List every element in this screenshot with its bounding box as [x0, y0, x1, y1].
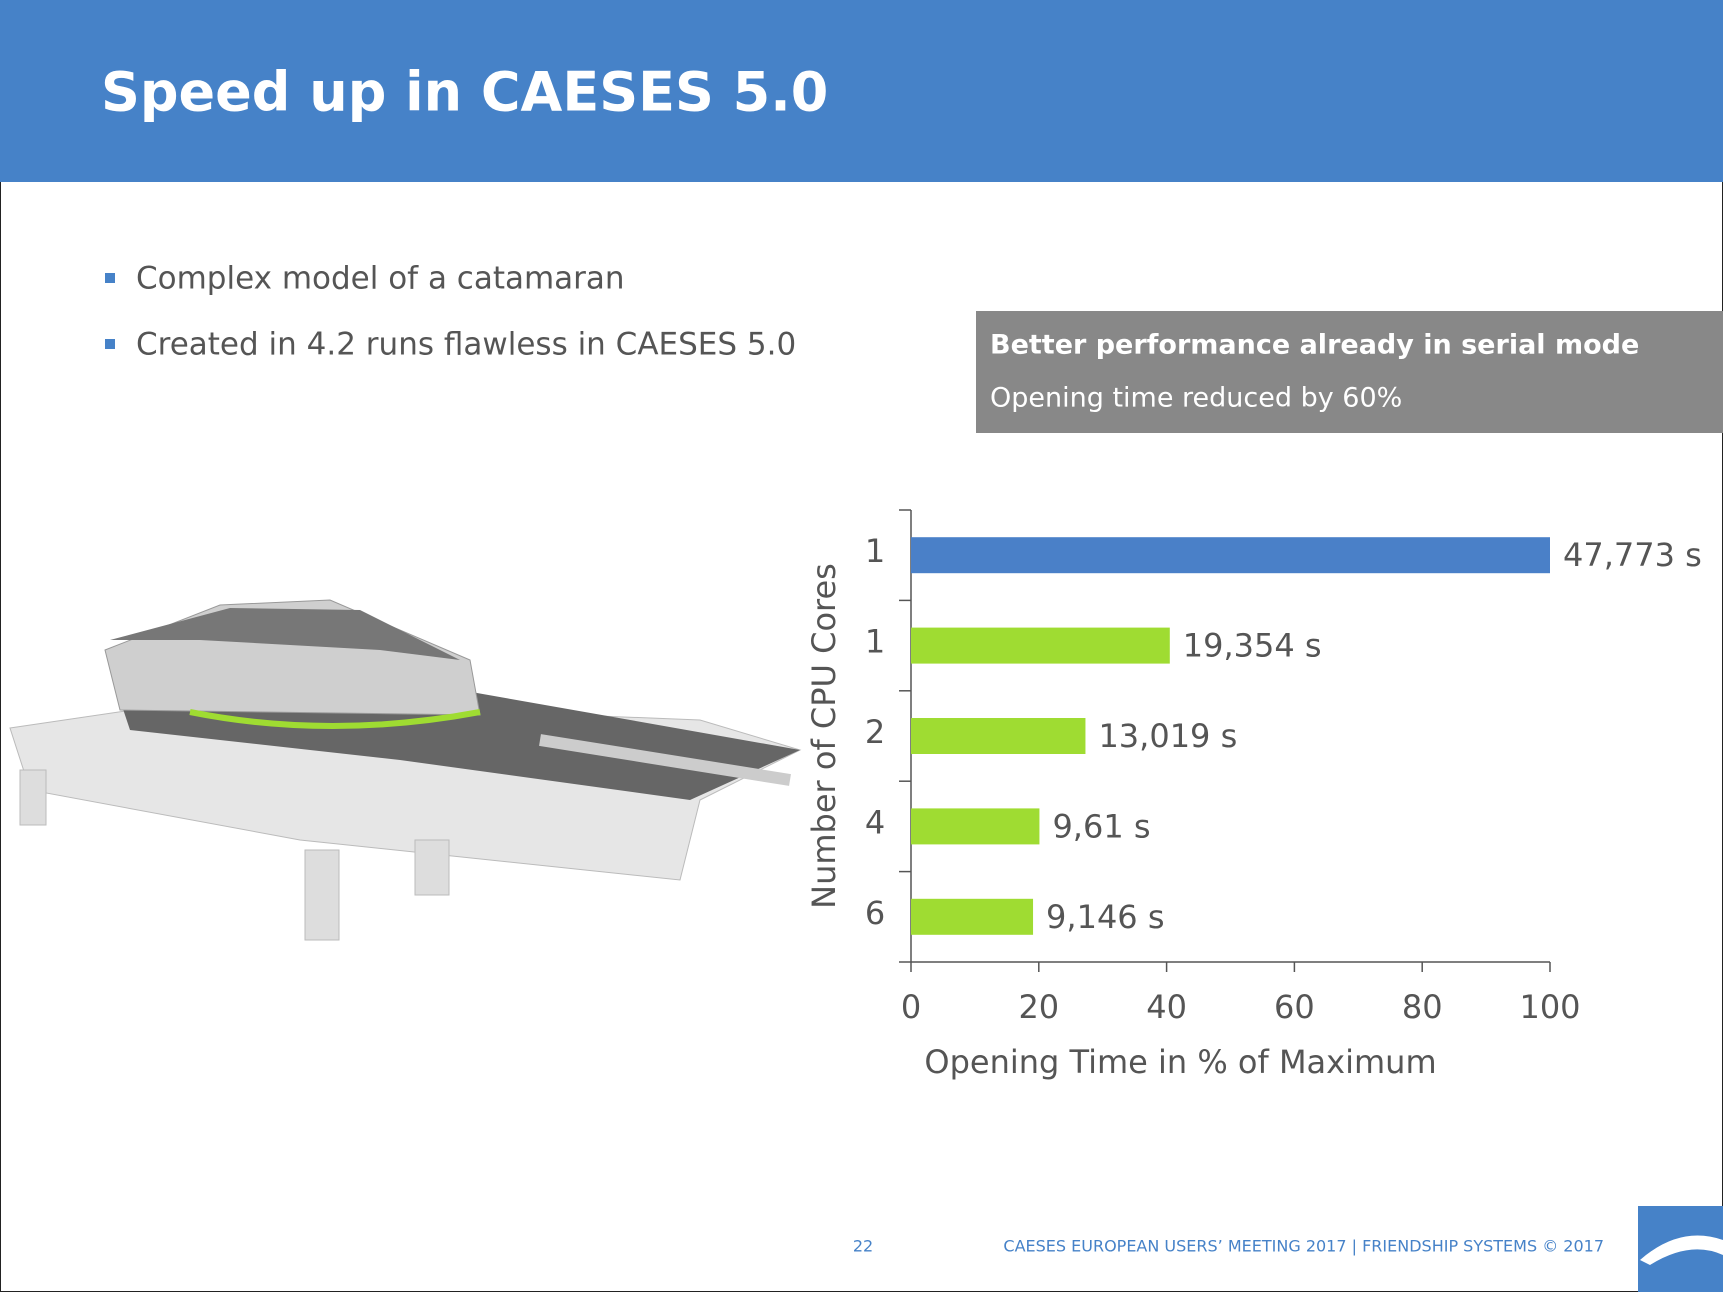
slide-title: Speed up in CAESES 5.0: [101, 61, 828, 124]
x-tick-label: 80: [1402, 988, 1443, 1026]
bar: [911, 898, 1034, 935]
y-tick-label: 4: [865, 803, 885, 841]
bar-label: 13,019 s: [1098, 717, 1237, 755]
bar: [911, 718, 1086, 754]
x-tick-label: 100: [1519, 988, 1580, 1026]
x-axis-label: Opening Time in % of Maximum: [924, 1043, 1436, 1081]
y-tick-label: 2: [865, 713, 885, 751]
x-tick-label: 60: [1274, 988, 1315, 1026]
bar-label: 19,354 s: [1183, 627, 1322, 665]
bar: [911, 537, 1550, 574]
footer-text: CAESES EUROPEAN USERS’ MEETING 2017 | FR…: [1003, 1237, 1604, 1256]
bullet-text: Created in 4.2 runs flawless in CAESES 5…: [136, 327, 796, 363]
x-tick-label: 20: [1018, 988, 1059, 1026]
x-tick-label: 40: [1146, 988, 1187, 1026]
callout-heading: Better performance already in serial mod…: [990, 330, 1639, 361]
y-tick-label: 1: [865, 623, 885, 661]
bar-label: 47,773 s: [1563, 536, 1702, 574]
bar-label: 9,146 s: [1046, 898, 1164, 936]
bar: [911, 627, 1170, 664]
logo-swoosh: [1640, 1235, 1723, 1265]
boat-illustration: [9, 599, 802, 941]
y-axis-label: Number of CPU Cores: [805, 563, 843, 909]
bar-label: 9,61 s: [1052, 807, 1150, 845]
page-number: 22: [853, 1237, 873, 1256]
header-band: [0, 0, 1723, 182]
callout-text: Opening time reduced by 60%: [990, 383, 1402, 414]
y-tick-label: 1: [865, 532, 885, 570]
callout-box: [976, 311, 1723, 433]
bullet-marker: [105, 339, 115, 349]
x-tick-label: 0: [901, 988, 921, 1026]
y-tick-label: 6: [865, 894, 885, 932]
bullet-marker: [105, 273, 115, 283]
bar: [911, 808, 1040, 845]
bullet-text: Complex model of a catamaran: [136, 261, 625, 297]
